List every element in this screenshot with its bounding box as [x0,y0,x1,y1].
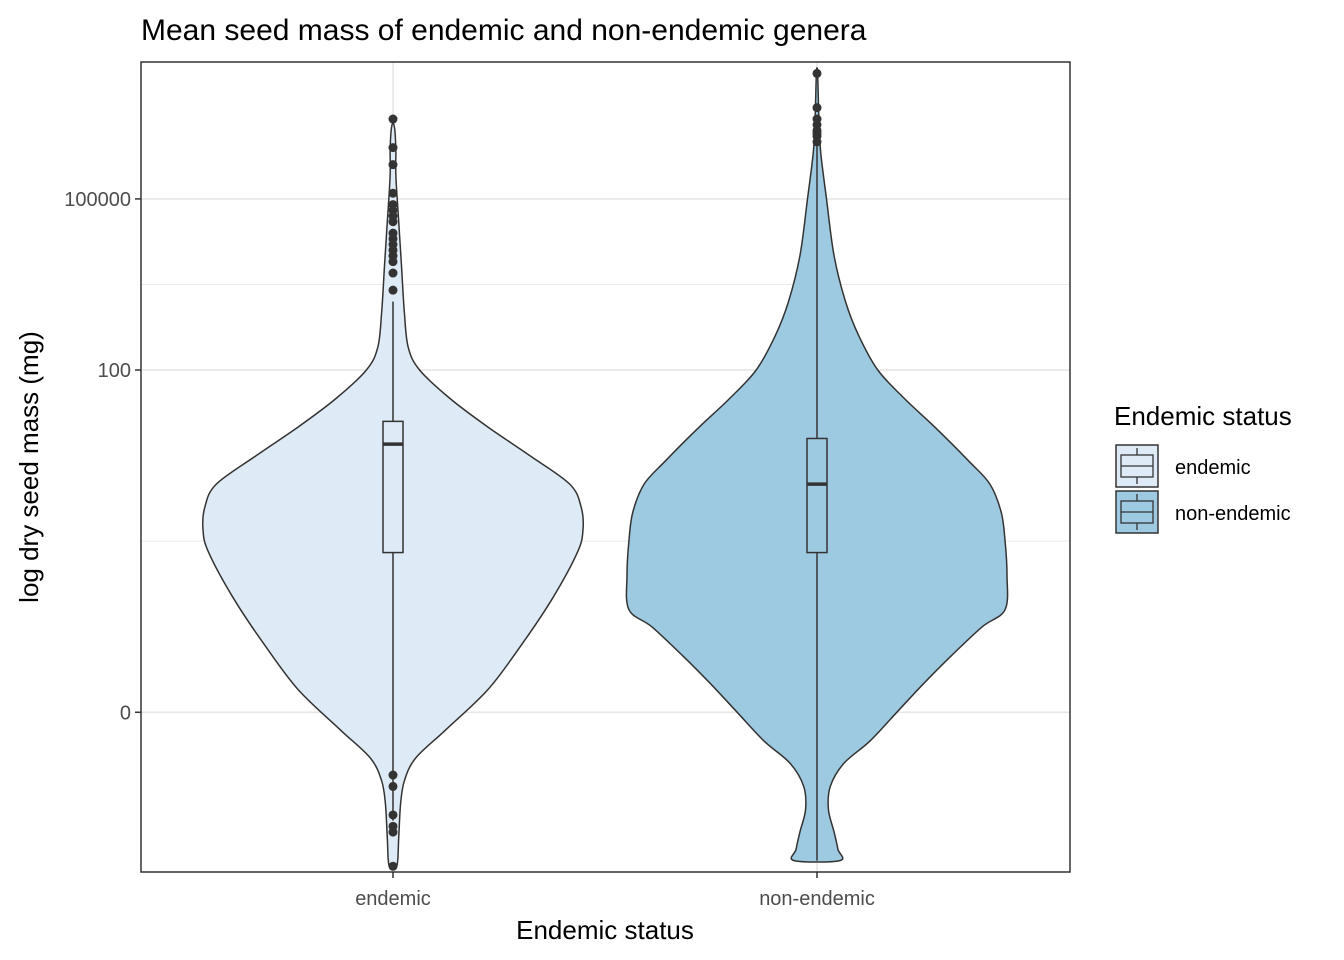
outlier-point [388,143,398,153]
legend-label: endemic [1175,457,1251,479]
boxplots [382,141,828,861]
outlier-point [388,821,398,831]
box-endemic [382,420,404,554]
outlier-point [388,188,398,198]
outlier-point [388,200,398,210]
legend-label: non-endemic [1175,503,1291,525]
box-non-endemic [806,437,828,554]
legend-title: Endemic status [1114,401,1292,431]
plot-border [140,61,1071,873]
y-tick-label: 100000 [64,189,131,211]
legend: endemic non-endemic [1115,444,1291,534]
outlier-point [388,770,398,780]
outlier-point [388,285,398,295]
outlier-point [388,810,398,820]
outlier-point [388,268,398,278]
outlier-point [388,861,398,871]
y-tick-label: 100 [98,360,131,382]
outlier-point [388,160,398,170]
chart-title: Mean seed mass of endemic and non-endemi… [141,14,867,47]
x-axis-title: Endemic status [516,915,694,945]
x-axis-ticks: endemic non-endemic [355,872,875,910]
outlier-point [388,228,398,238]
y-tick-label: 0 [120,702,131,724]
outlier-point [812,103,822,113]
outlier-point [812,68,822,78]
outlier-point [812,114,822,124]
y-axis-ticks: 0 100 100000 [64,189,141,724]
outlier-point [388,781,398,791]
x-tick-label: non-endemic [759,888,875,910]
outlier-point [388,114,398,124]
x-tick-label: endemic [355,888,431,910]
outliers [388,68,822,871]
y-axis-title: log dry seed mass (mg) [14,331,44,603]
